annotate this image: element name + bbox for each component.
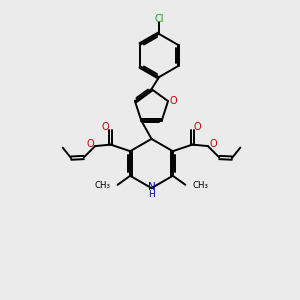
Text: O: O [101, 122, 109, 132]
Text: O: O [169, 96, 177, 106]
Text: H: H [148, 190, 155, 199]
Text: CH₃: CH₃ [193, 181, 209, 190]
Text: O: O [209, 139, 217, 149]
Text: N: N [148, 182, 155, 192]
Text: O: O [86, 139, 94, 149]
Text: O: O [194, 122, 202, 132]
Text: Cl: Cl [154, 14, 164, 24]
Text: CH₃: CH₃ [94, 181, 110, 190]
